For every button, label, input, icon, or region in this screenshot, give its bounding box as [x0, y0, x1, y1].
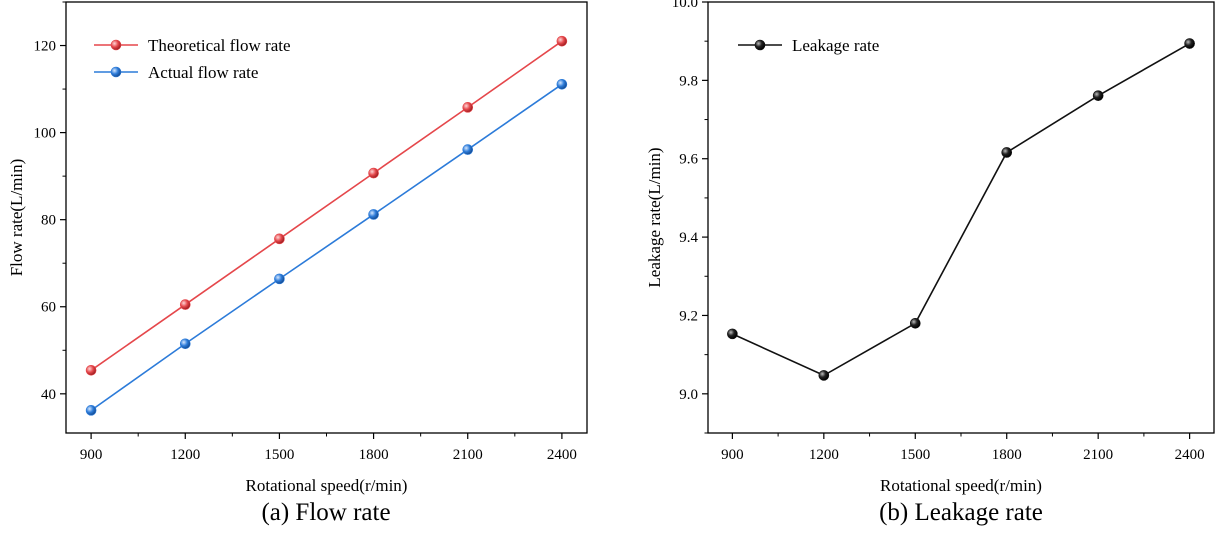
y-tick-label: 10.0	[672, 0, 698, 11]
x-tick-label: 1200	[170, 447, 200, 463]
data-point	[85, 405, 97, 416]
x-tick-label: 2400	[1175, 447, 1205, 463]
series-leakage-rate	[727, 38, 1195, 381]
x-tick-label: 2400	[547, 447, 577, 463]
x-tick-label: 1800	[992, 447, 1022, 463]
data-point	[368, 167, 379, 179]
x-tick-label: 2100	[1083, 447, 1113, 463]
data-point	[818, 370, 830, 381]
y-tick-label: 9.2	[679, 308, 698, 324]
data-point	[462, 102, 474, 113]
data-point	[556, 78, 568, 90]
legend-label: Theoretical flow rate	[148, 36, 291, 55]
legend-label: Actual flow rate	[148, 63, 258, 82]
data-point	[1092, 90, 1104, 101]
data-point	[274, 273, 285, 285]
panel-caption: (a) Flow rate	[261, 499, 390, 526]
data-point	[1184, 38, 1195, 49]
y-tick-label: 120	[34, 39, 57, 55]
plot-frame	[65, 1, 588, 434]
data-point	[368, 209, 379, 220]
legend-marker	[754, 39, 766, 51]
data-point	[179, 338, 191, 350]
y-tick-label: 60	[41, 300, 56, 316]
series-line	[90, 83, 563, 412]
y-tick-label: 9.4	[679, 230, 698, 246]
y-tick-label: 9.0	[679, 387, 698, 403]
legend-marker	[110, 39, 122, 51]
plot-frame	[707, 1, 1215, 434]
series-theoretical-flow-rate	[85, 35, 568, 376]
x-tick-label: 1500	[900, 447, 930, 463]
data-point	[556, 35, 568, 47]
chart-panel-a: 900 1200 1500 1800 2100 2400 40 60 80 100 120 Rotat…	[7, 1, 588, 526]
panel-caption: (b) Leakage rate	[879, 499, 1043, 526]
x-axis-title: Rotational speed(r/min)	[246, 476, 408, 495]
legend-entry: Leakage rate	[738, 36, 879, 55]
x-tick-label: 900	[80, 447, 103, 463]
x-tick-label: 1500	[264, 447, 294, 463]
series-line	[732, 42, 1191, 377]
y-tick-label: 100	[34, 126, 57, 142]
x-tick-label: 1200	[809, 447, 839, 463]
data-point	[179, 299, 191, 310]
x-tick-label: 1800	[359, 447, 389, 463]
legend-marker	[110, 66, 122, 78]
y-tick-label: 9.6	[679, 152, 698, 168]
y-axis-title: Leakage rate(L/min)	[645, 147, 664, 287]
series-line	[90, 40, 563, 371]
x-tick-label: 900	[721, 447, 744, 463]
x-axis-title: Rotational speed(r/min)	[880, 476, 1042, 495]
y-axis-title: Flow rate(L/min)	[7, 159, 26, 277]
chart-panel-b: 900 1200 1500 1800 2100 2400 9.0 9.2 9.4 9.6 9.8 10…	[645, 0, 1215, 526]
y-tick-label: 80	[41, 213, 56, 229]
data-point	[727, 328, 738, 340]
legend-entry: Theoretical flow rate	[94, 36, 291, 55]
y-tick-label: 9.8	[679, 73, 698, 89]
data-point	[1001, 147, 1013, 158]
data-point	[85, 365, 97, 376]
x-tick-label: 2100	[453, 447, 483, 463]
data-point	[462, 144, 474, 155]
legend-label: Leakage rate	[792, 36, 879, 55]
legend-entry: Actual flow rate	[94, 63, 258, 82]
data-point	[274, 233, 285, 245]
data-point	[909, 317, 921, 329]
series-actual-flow-rate	[85, 78, 568, 416]
y-tick-label: 40	[41, 387, 56, 403]
